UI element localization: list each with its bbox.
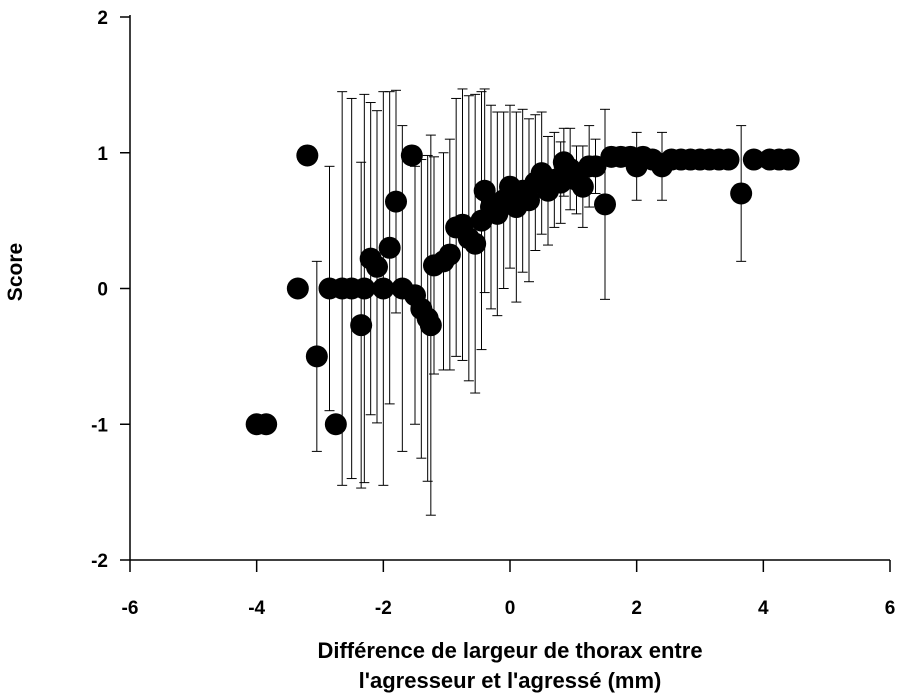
data-point bbox=[742, 148, 765, 171]
data-point bbox=[717, 148, 740, 171]
x-tick-label: -4 bbox=[248, 598, 265, 619]
data-point bbox=[255, 413, 278, 436]
data-point bbox=[419, 314, 442, 337]
y-tick-label: -2 bbox=[91, 551, 108, 572]
tick-labels: -2 -1 0 1 2 -6 -4 -2 0 2 4 6 bbox=[91, 8, 895, 619]
x-tick-label: 6 bbox=[885, 598, 896, 619]
data-point bbox=[730, 182, 753, 205]
data-point bbox=[305, 345, 328, 368]
y-tick-label: -1 bbox=[91, 415, 108, 436]
data-point bbox=[296, 144, 319, 167]
data-point bbox=[777, 148, 800, 171]
y-tick-label: 1 bbox=[97, 144, 108, 165]
data-point bbox=[286, 277, 309, 300]
data-point bbox=[366, 255, 388, 278]
x-axis-label-line-2: l'agresseur et l'agressé (mm) bbox=[359, 668, 662, 693]
x-axis-label-line-1: Différence de largeur de thorax entre bbox=[317, 638, 702, 663]
data-point bbox=[400, 144, 423, 167]
x-tick-label: 0 bbox=[505, 598, 516, 619]
x-tick-label: 2 bbox=[631, 598, 642, 619]
data-point bbox=[385, 190, 407, 213]
data-point bbox=[571, 175, 594, 198]
axes bbox=[120, 15, 891, 572]
data-point bbox=[372, 277, 395, 300]
data-point bbox=[350, 314, 373, 337]
y-tick-label: 2 bbox=[97, 8, 108, 29]
data-points bbox=[245, 144, 800, 436]
data-point bbox=[584, 155, 607, 178]
data-point bbox=[594, 193, 616, 216]
x-tick-label: -2 bbox=[375, 598, 392, 619]
y-tick-label: 0 bbox=[97, 280, 108, 301]
y-axis-label: Score bbox=[4, 243, 27, 301]
data-point bbox=[438, 243, 461, 266]
data-point bbox=[464, 232, 487, 255]
x-tick-label: 4 bbox=[758, 598, 769, 619]
data-point bbox=[378, 236, 401, 259]
data-point bbox=[518, 189, 540, 212]
data-point bbox=[353, 277, 376, 300]
data-point bbox=[324, 413, 347, 436]
x-tick-label: -6 bbox=[122, 598, 139, 619]
